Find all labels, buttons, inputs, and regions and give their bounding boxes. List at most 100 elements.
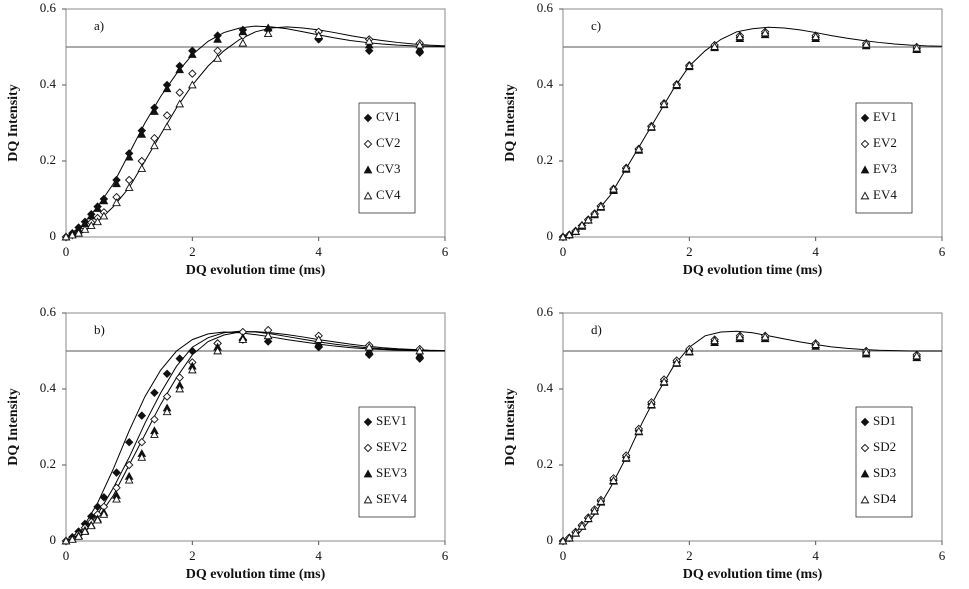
panel: 0 0.2 0.4 0.6 0 2 4 6 DQ evolution time (ms) DQ I… — [6, 304, 449, 582]
marker — [415, 350, 425, 359]
legend-label: SEV2 — [376, 439, 407, 454]
marker — [162, 111, 172, 120]
legend-label: CV2 — [376, 135, 401, 150]
y-tick-label: 0.6 — [40, 0, 57, 15]
x-tick-label: 2 — [686, 548, 693, 563]
marker — [609, 476, 618, 484]
marker — [213, 46, 222, 56]
marker — [137, 452, 147, 461]
legend-label: SD2 — [873, 439, 896, 454]
marker — [124, 152, 134, 161]
marker — [99, 211, 109, 220]
marker — [86, 211, 96, 220]
x-tick-label: 6 — [442, 548, 449, 563]
legend-marker — [363, 113, 373, 123]
marker — [238, 27, 248, 36]
marker — [137, 129, 147, 138]
marker — [564, 230, 574, 239]
legend-marker — [860, 443, 870, 453]
legend: SD1 SD2 SD3 SD4 — [855, 406, 913, 518]
fit-curve — [65, 331, 445, 542]
marker — [415, 44, 425, 53]
y-axis-title: DQ Intensity — [503, 84, 518, 161]
marker — [364, 40, 374, 49]
legend: EV1 EV2 EV3 EV4 — [855, 102, 913, 214]
marker — [583, 514, 593, 522]
x-axis-title: DQ evolution time (ms) — [683, 263, 823, 278]
marker — [571, 528, 580, 537]
marker — [735, 332, 745, 341]
marker — [112, 494, 121, 503]
marker — [684, 346, 694, 355]
y-tick-label: 0 — [50, 532, 57, 547]
marker — [710, 42, 719, 50]
marker — [150, 107, 159, 115]
marker — [137, 156, 147, 166]
x-tick-label: 4 — [812, 244, 819, 259]
legend-label: EV1 — [873, 109, 897, 124]
panel-label: d) — [591, 322, 602, 337]
marker — [175, 99, 185, 108]
marker — [364, 46, 374, 56]
legend-label: SEV4 — [376, 491, 408, 506]
marker — [162, 407, 172, 416]
panel: 0 0.2 0.4 0.6 0 2 4 6 DQ evolution time (ms) DQ I… — [503, 304, 946, 582]
x-tick-label: 2 — [686, 244, 693, 259]
marker — [150, 388, 159, 398]
plot-frame — [65, 312, 446, 542]
legend-label: SEV3 — [376, 465, 407, 480]
marker — [634, 426, 644, 435]
marker — [67, 534, 77, 543]
marker — [684, 61, 694, 69]
legend-marker — [860, 113, 870, 123]
x-tick-label: 4 — [315, 548, 322, 563]
plot-frame — [562, 8, 943, 238]
marker — [93, 217, 102, 226]
marker — [67, 230, 77, 239]
y-tick-label: 0.6 — [40, 304, 57, 319]
marker — [112, 179, 121, 188]
marker — [99, 493, 109, 502]
marker — [590, 209, 599, 218]
marker — [577, 220, 587, 229]
marker — [621, 163, 631, 172]
marker — [188, 69, 197, 78]
y-axis-title: DQ Intensity — [503, 388, 518, 465]
plot-frame — [562, 312, 943, 542]
marker — [760, 332, 770, 341]
marker — [415, 40, 425, 49]
panel: 0 0.2 0.4 0.6 0 2 4 6 DQ evolution time (ms) DQ I… — [503, 0, 946, 278]
legend-marker — [860, 417, 870, 427]
marker — [659, 99, 669, 108]
marker — [415, 346, 425, 355]
y-tick-label: 0.2 — [537, 152, 553, 167]
legend-marker — [363, 469, 373, 478]
marker — [124, 475, 134, 484]
y-tick-label: 0 — [50, 228, 57, 243]
y-tick-label: 0.4 — [40, 380, 57, 395]
x-tick-label: 4 — [315, 244, 322, 259]
marker — [571, 226, 580, 235]
marker — [61, 536, 71, 545]
marker — [86, 521, 96, 530]
marker — [124, 460, 134, 470]
x-tick-label: 0 — [560, 244, 567, 259]
plot-frame — [65, 8, 446, 238]
marker — [150, 415, 159, 424]
marker — [80, 224, 90, 233]
marker — [263, 29, 273, 38]
marker — [213, 53, 222, 62]
legend-marker — [860, 469, 870, 478]
x-tick-label: 0 — [63, 548, 70, 563]
x-tick-label: 2 — [189, 244, 196, 259]
x-axis-title: DQ evolution time (ms) — [186, 567, 326, 582]
marker — [150, 430, 159, 438]
marker — [137, 164, 147, 172]
legend-marker — [363, 139, 373, 149]
marker — [188, 346, 197, 356]
marker — [912, 351, 922, 360]
y-axis-title: DQ Intensity — [6, 388, 21, 465]
legend: CV1 CV2 CV3 CV4 — [358, 102, 416, 214]
y-tick-label: 0.4 — [537, 76, 554, 91]
panel-label: b) — [94, 322, 105, 337]
